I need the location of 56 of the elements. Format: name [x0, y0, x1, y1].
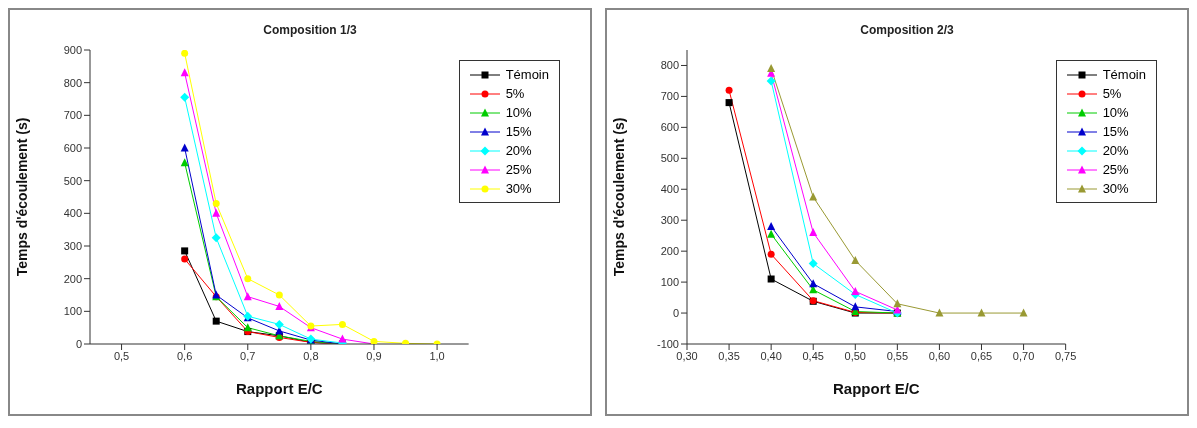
y-tick-label: 200 [660, 245, 679, 258]
x-tick-label: 0,5 [113, 349, 130, 362]
y-axis-title: Temps d'écoulement (s) [13, 117, 30, 277]
legend-label: 5% [1102, 86, 1122, 101]
chart-title: Composition 2/3 [860, 23, 954, 37]
legend-label: Témoin [505, 67, 549, 82]
x-tick-label: 0,45 [802, 349, 824, 362]
x-tick-label: 0,70 [1012, 349, 1035, 362]
legend-label: 30% [505, 181, 532, 196]
y-tick-label: 100 [660, 276, 679, 289]
x-tick-label: 0,50 [844, 349, 866, 362]
x-axis-title: Rapport E/C [235, 380, 323, 397]
y-tick-label: 500 [660, 152, 679, 165]
x-tick-label: 1,0 [429, 349, 445, 362]
x-tick-label: 0,35 [718, 349, 740, 362]
y-tick-label: 600 [660, 121, 679, 134]
y-tick-label: 700 [63, 109, 82, 122]
y-tick-label: 500 [63, 174, 82, 187]
legend-label: 25% [1102, 162, 1129, 177]
legend-label: 5% [505, 86, 525, 101]
legend-label: 10% [1102, 105, 1129, 120]
legend-label: Témoin [1102, 67, 1146, 82]
x-tick-label: 0,9 [366, 349, 382, 362]
y-tick-label: 200 [63, 272, 82, 285]
legend-label: 20% [505, 143, 532, 158]
x-tick-label: 0,6 [177, 349, 193, 362]
x-tick-label: 0,75 [1054, 349, 1077, 362]
y-tick-label: 400 [63, 207, 82, 220]
y-axis-title: Temps d'écoulement (s) [610, 117, 627, 277]
x-tick-label: 0,8 [303, 349, 319, 362]
chart-title: Composition 1/3 [263, 23, 357, 37]
legend-label: 20% [1102, 143, 1129, 158]
y-tick-label: 900 [63, 43, 82, 56]
y-tick-label: 0 [75, 337, 82, 350]
y-tick-label: 300 [660, 214, 679, 227]
y-tick-label: 700 [660, 90, 679, 103]
legend-label: 10% [505, 105, 532, 120]
legend-label: 15% [505, 124, 532, 139]
x-tick-label: 0,40 [760, 349, 782, 362]
x-tick-label: 0,60 [928, 349, 951, 362]
y-tick-label: -100 [656, 337, 679, 350]
y-tick-label: 400 [660, 183, 679, 196]
y-tick-label: 800 [660, 59, 679, 72]
legend-label: 30% [1102, 181, 1129, 196]
legend-label: 25% [505, 162, 532, 177]
x-tick-label: 0,7 [240, 349, 256, 362]
x-tick-label: 0,30 [676, 349, 698, 362]
y-tick-label: 800 [63, 76, 82, 89]
y-tick-label: 0 [672, 306, 679, 319]
x-axis-title: Rapport E/C [832, 380, 920, 397]
y-tick-label: 100 [63, 305, 82, 318]
legend-label: 15% [1102, 124, 1129, 139]
x-tick-label: 0,65 [970, 349, 993, 362]
y-tick-label: 300 [63, 239, 82, 252]
y-tick-label: 600 [63, 141, 82, 154]
x-tick-label: 0,55 [886, 349, 909, 362]
